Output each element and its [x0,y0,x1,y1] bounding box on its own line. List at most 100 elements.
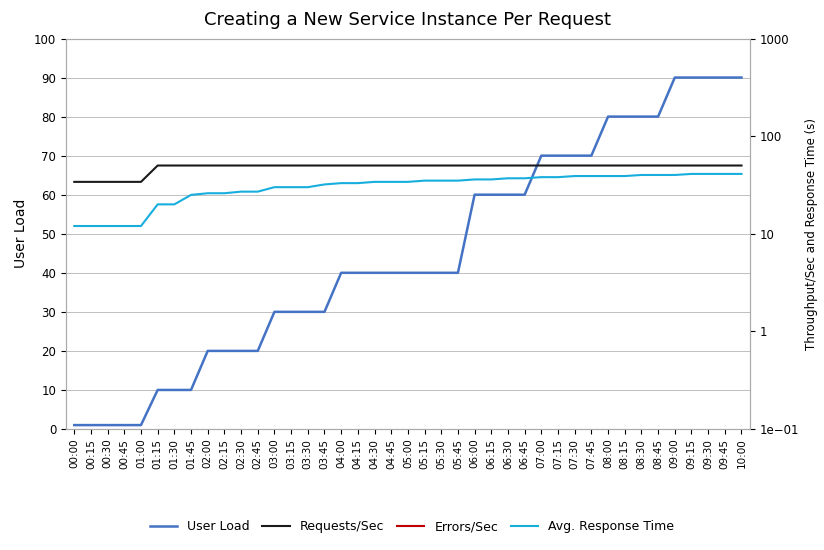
Legend: User Load, Requests/Sec, Errors/Sec, Avg. Response Time: User Load, Requests/Sec, Errors/Sec, Avg… [145,515,679,538]
Avg. Response Time [520,175,530,182]
Avg. Response Time [553,174,563,180]
Requests/Sec [303,162,313,169]
User Load [553,152,563,159]
Errors/Sec [186,455,196,461]
Avg. Response Time [336,180,346,186]
User Load [353,270,363,276]
Errors/Sec [152,455,162,461]
User Load [236,348,246,354]
Avg. Response Time [119,223,129,229]
Avg. Response Time [269,184,279,190]
User Load [653,113,663,120]
Avg. Response Time [370,179,380,185]
Errors/Sec [203,455,213,461]
Errors/Sec [253,455,263,461]
Errors/Sec [236,455,246,461]
Avg. Response Time [152,201,162,208]
Line: Requests/Sec: Requests/Sec [74,166,742,182]
Errors/Sec [553,455,563,461]
Line: User Load: User Load [74,78,742,425]
Requests/Sec [569,162,579,169]
Requests/Sec [370,162,380,169]
User Load [587,152,597,159]
Errors/Sec [520,455,530,461]
Avg. Response Time [103,223,113,229]
Requests/Sec [603,162,613,169]
Avg. Response Time [670,172,680,178]
Requests/Sec [403,162,413,169]
User Load [286,309,296,315]
Avg. Response Time [470,176,480,183]
Requests/Sec [737,162,747,169]
Errors/Sec [86,455,96,461]
Errors/Sec [486,455,496,461]
User Load [486,191,496,198]
Avg. Response Time [436,177,446,184]
User Load [69,422,79,428]
Requests/Sec [103,179,113,185]
Errors/Sec [503,455,513,461]
Avg. Response Time [219,190,229,196]
Avg. Response Time [320,181,330,188]
User Load [336,270,346,276]
Errors/Sec [603,455,613,461]
Requests/Sec [520,162,530,169]
Errors/Sec [353,455,363,461]
User Load [620,113,630,120]
Avg. Response Time [386,179,396,185]
Errors/Sec [670,455,680,461]
Requests/Sec [336,162,346,169]
Avg. Response Time [737,170,747,177]
Avg. Response Time [587,173,597,179]
Errors/Sec [286,455,296,461]
Errors/Sec [370,455,380,461]
Requests/Sec [86,179,96,185]
Requests/Sec [703,162,713,169]
User Load [603,113,613,120]
Errors/Sec [620,455,630,461]
Errors/Sec [453,455,463,461]
Avg. Response Time [403,179,413,185]
User Load [686,74,696,81]
User Load [269,309,279,315]
Avg. Response Time [536,174,546,180]
Requests/Sec [136,179,146,185]
User Load [670,74,680,81]
User Load [86,422,96,428]
User Load [253,348,263,354]
Requests/Sec [203,162,213,169]
User Load [152,387,162,393]
Requests/Sec [219,162,229,169]
User Load [436,270,446,276]
Requests/Sec [286,162,296,169]
Requests/Sec [453,162,463,169]
User Load [419,270,429,276]
Errors/Sec [703,455,713,461]
User Load [403,270,413,276]
Requests/Sec [653,162,663,169]
Errors/Sec [103,455,113,461]
Errors/Sec [403,455,413,461]
Errors/Sec [419,455,429,461]
Avg. Response Time [419,177,429,184]
User Load [203,348,213,354]
Avg. Response Time [136,223,146,229]
Requests/Sec [470,162,480,169]
Requests/Sec [720,162,730,169]
Errors/Sec [737,455,747,461]
Title: Creating a New Service Instance Per Request: Creating a New Service Instance Per Requ… [204,10,611,29]
Requests/Sec [353,162,363,169]
Avg. Response Time [569,173,579,179]
Avg. Response Time [653,172,663,178]
Avg. Response Time [503,175,513,182]
Y-axis label: Throughput/Sec and Response Time (s): Throughput/Sec and Response Time (s) [804,118,817,350]
Errors/Sec [569,455,579,461]
Requests/Sec [253,162,263,169]
Errors/Sec [320,455,330,461]
Avg. Response Time [686,170,696,177]
Avg. Response Time [286,184,296,190]
Errors/Sec [136,455,146,461]
Requests/Sec [386,162,396,169]
Requests/Sec [503,162,513,169]
Errors/Sec [653,455,663,461]
